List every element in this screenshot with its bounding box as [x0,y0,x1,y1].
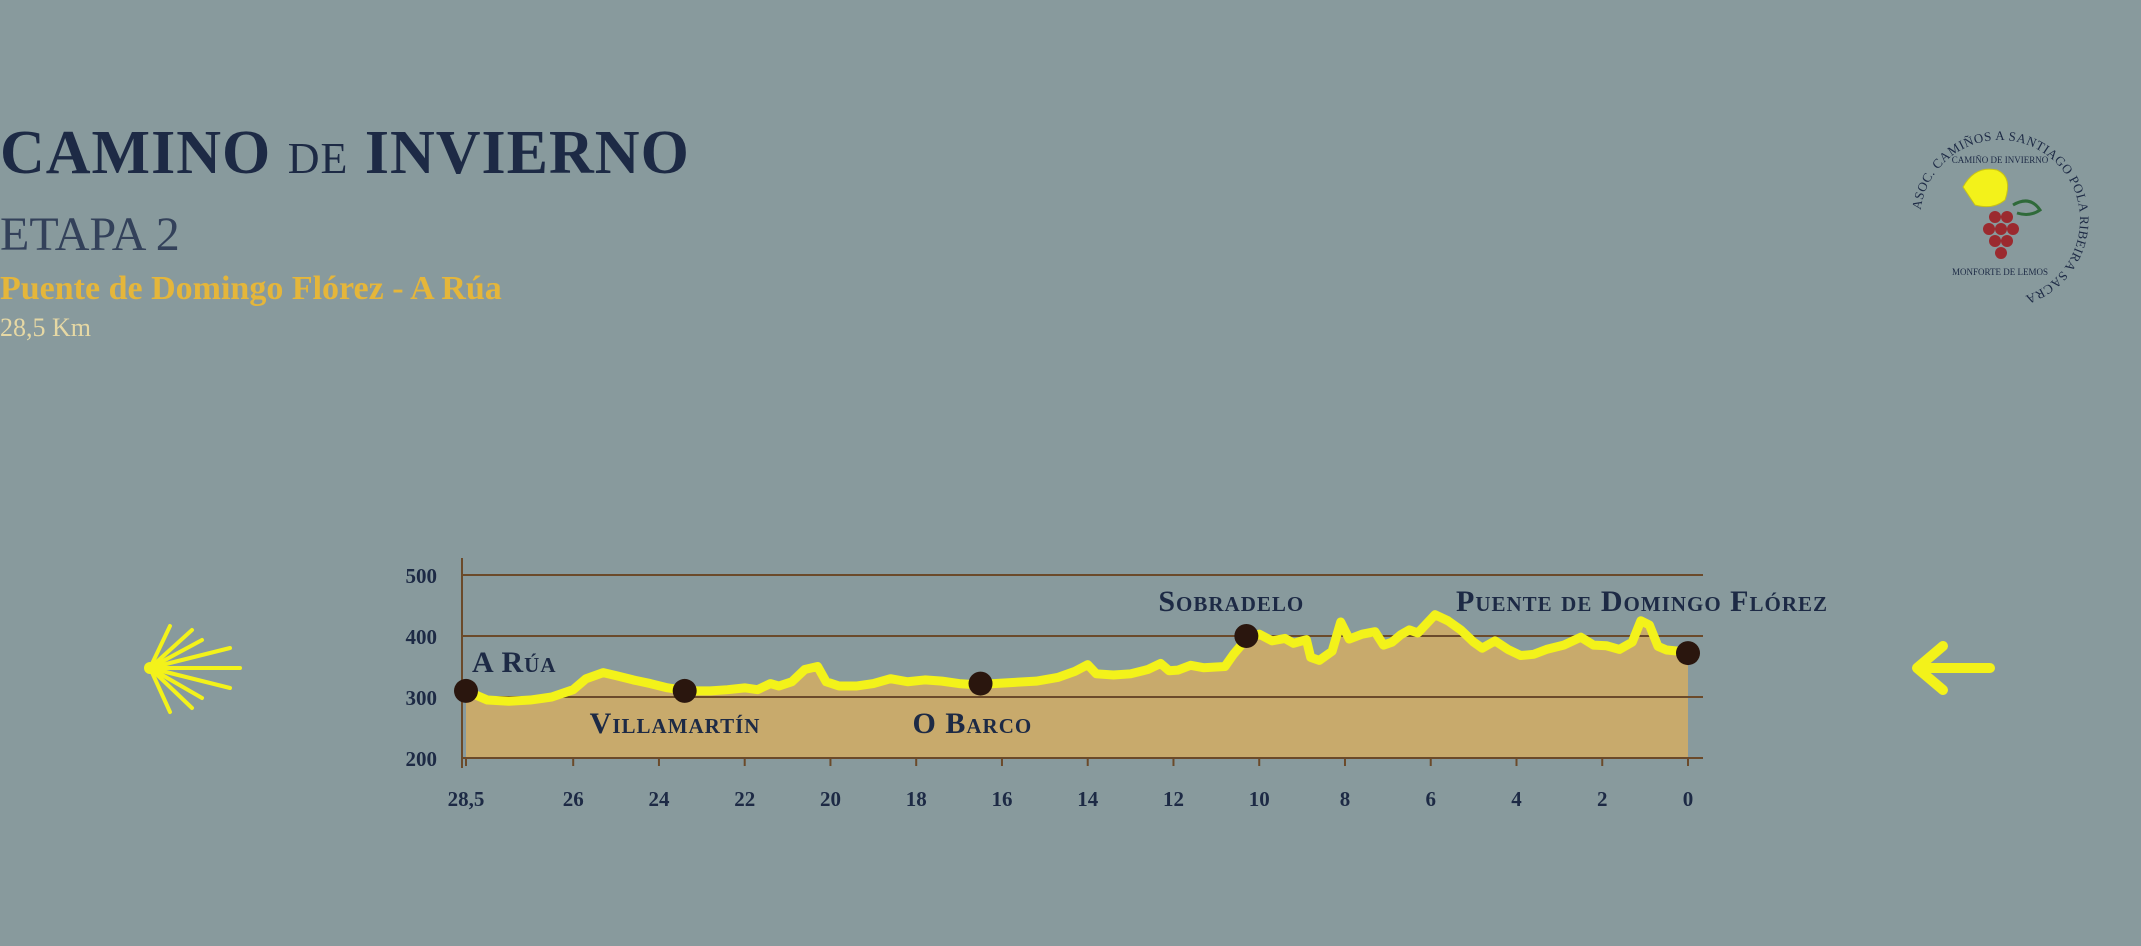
waypoint-label: Sobradelo [1158,585,1304,618]
waypoint-label: O Barco [913,707,1033,740]
x-tick-label: 14 [1077,787,1099,811]
waypoint-label: Villamartín [590,707,761,740]
waypoint-marker [1676,641,1700,666]
waypoint-label: Puente de Domingo Flórez [1456,585,1828,618]
route-label: Puente de Domingo Flórez - A Rúa [0,270,502,307]
logo-grapes-icon [1983,211,2019,259]
waypoint-marker [968,671,993,696]
x-tick-label: 8 [1340,787,1351,811]
title-de: DE [287,134,349,183]
title-camino: CAMINO [0,119,272,187]
x-tick-label: 24 [648,787,670,811]
y-tick-label: 300 [406,686,438,710]
waypoint-label: A Rúa [472,646,557,679]
x-tick-label: 26 [563,787,584,811]
logo-leaf-icon [2012,199,2043,216]
y-tick-label: 200 [406,747,438,771]
y-tick-label: 500 [406,564,438,588]
waypoint-marker [672,678,697,703]
logo-shell-icon [1962,168,2009,208]
stage-label: ETAPA 2 [0,208,180,261]
x-tick-label: 16 [991,787,1012,811]
x-tick-label: 28,5 [448,787,485,811]
x-tick-label: 6 [1425,787,1436,811]
title-invierno: INVIERNO [364,119,690,187]
x-tick-label: 10 [1249,787,1270,811]
association-logo: ASOC. CAMIÑOS A SANTIAGO POLA RIBEIRA SA… [1905,125,2095,315]
x-tick-label: 18 [906,787,927,811]
x-tick-label: 2 [1597,787,1608,811]
x-tick-label: 20 [820,787,841,811]
title: CAMINO DE INVIERNO [0,118,2141,189]
waypoint-marker [1234,624,1259,648]
scallop-shell-icon [140,620,250,724]
x-tick-label: 0 [1683,787,1694,811]
x-tick-label: 22 [734,787,755,811]
y-tick-label: 400 [406,625,438,649]
logo-inner-bottom: MONFORTE DE LEMOS [1952,267,2048,277]
elevation-area [466,614,1688,758]
x-tick-label: 12 [1163,787,1184,811]
logo-inner-top: CAMIÑO DE INVIERNO [1951,155,2049,165]
waypoint-marker [454,678,478,703]
distance-label: 28,5 Km [0,313,91,342]
x-tick-label: 4 [1511,787,1522,811]
elevation-line [461,610,1693,706]
left-arrow-icon [1905,640,1995,704]
